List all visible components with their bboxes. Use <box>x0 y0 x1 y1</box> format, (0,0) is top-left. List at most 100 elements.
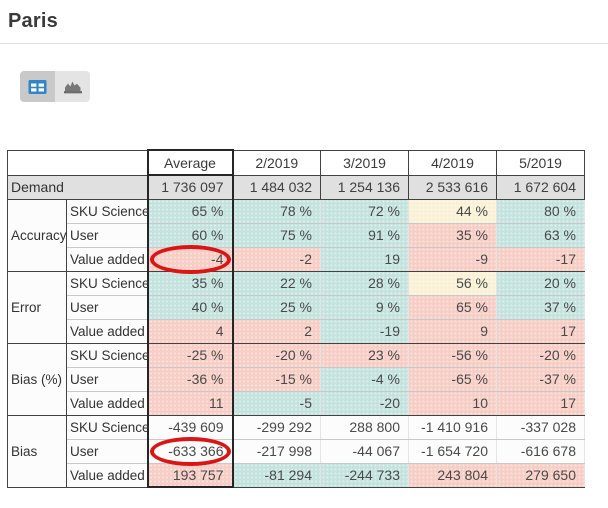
value-cell: 10 <box>408 391 497 416</box>
cell-value: -633 366 <box>168 443 224 459</box>
value-cell: 28 % <box>320 271 409 296</box>
table-grid-icon <box>28 79 47 95</box>
value-cell: -4 <box>146 244 234 274</box>
value-cell: 17 <box>496 319 585 344</box>
value-cell: 279 650 <box>496 463 585 488</box>
cell-value: -65 % <box>451 371 488 387</box>
value-cell: 4 <box>146 319 234 344</box>
table-row: User -633 366 -217 998 -44 067 -1 654 720 -61… <box>8 436 585 466</box>
demand-value: 2 533 616 <box>408 174 497 200</box>
table-row: Bias SKU Science -439 609 -299 292 288 800 -1… <box>7 414 585 488</box>
value-cell: 288 800 <box>320 415 409 440</box>
table-row: User 60 % 75 % 91 % 35 % 63 % <box>8 223 585 248</box>
cell-value: 25 % <box>280 299 312 315</box>
value-cell: -37 % <box>496 367 585 392</box>
cell-value: 19 <box>384 251 400 267</box>
cell-value: -439 609 <box>168 419 224 435</box>
cell-value: -17 <box>555 251 576 267</box>
cell-value: 75 % <box>280 227 312 243</box>
row-label: User <box>66 439 148 464</box>
cell-value: -20 <box>379 395 400 411</box>
value-cell: 65 % <box>408 295 497 320</box>
cell-value: 4 <box>215 323 224 339</box>
value-cell: -44 067 <box>320 439 409 464</box>
cell-value: -299 292 <box>256 419 312 435</box>
cell-value: -37 % <box>539 371 576 387</box>
cell-value: 80 % <box>544 203 576 219</box>
value-cell: -633 366 <box>146 436 234 466</box>
cell-value: 22 % <box>280 275 312 291</box>
view-toggle-group <box>20 71 90 102</box>
cell-value: 37 % <box>544 299 576 315</box>
table-row: Accuracy SKU Science 65 % 78 % 72 % 44 % 80 % <box>7 198 585 272</box>
cell-value: -1 654 720 <box>421 443 488 459</box>
cell-value: -36 % <box>186 371 224 387</box>
cell-value: 65 % <box>191 203 224 219</box>
value-cell: 60 % <box>146 223 234 248</box>
cell-value: -5 <box>299 395 312 411</box>
cell-value: -44 067 <box>352 443 400 459</box>
cell-value: 56 % <box>456 275 488 291</box>
column-header-4-2019: 4/2019 <box>408 149 497 176</box>
header-divider <box>0 43 608 44</box>
value-cell: 2 <box>232 319 321 344</box>
value-cell: -20 % <box>496 343 585 368</box>
value-cell: -81 294 <box>232 463 321 488</box>
row-label: SKU Science <box>66 415 150 440</box>
value-cell: -15 % <box>232 367 321 392</box>
cell-value: 72 % <box>368 203 400 219</box>
header-row: Average 2/2019 3/2019 4/2019 5/2019 <box>7 149 585 176</box>
metrics-table-wrapper: Average 2/2019 3/2019 4/2019 5/2019 Demand 1 … <box>7 149 585 488</box>
cell-value: 279 650 <box>525 467 576 483</box>
group-label-error: Error <box>7 270 67 344</box>
cell-value: -217 998 <box>256 443 312 459</box>
cell-value: -2 <box>299 251 312 267</box>
value-cell: -217 998 <box>232 439 321 464</box>
row-label: User <box>66 295 148 320</box>
value-cell: 22 % <box>232 271 321 296</box>
value-cell: 35 % <box>146 271 234 296</box>
chart-view-button[interactable] <box>55 71 90 102</box>
value-cell: -299 292 <box>232 415 321 440</box>
cell-value: -81 294 <box>264 467 312 483</box>
row-label: SKU Science <box>66 343 150 368</box>
column-header-average: Average <box>146 149 234 176</box>
column-header-5-2019: 5/2019 <box>496 149 585 176</box>
table-view-button[interactable] <box>20 71 55 102</box>
cell-value: -20 % <box>539 347 576 363</box>
cell-value: 11 <box>208 395 224 411</box>
value-cell: 35 % <box>408 223 497 248</box>
value-cell: 17 <box>496 391 585 416</box>
cell-value: 35 % <box>191 275 224 291</box>
cell-value: 35 % <box>456 227 488 243</box>
row-label: SKU Science <box>66 199 150 224</box>
cell-value: 20 % <box>544 275 576 291</box>
value-cell: 78 % <box>232 199 321 224</box>
table-row: User -36 % -15 % -4 % -65 % -37 % <box>8 367 585 392</box>
cell-value: -4 <box>211 251 224 267</box>
demand-value: 1 254 136 <box>320 174 409 200</box>
row-label: User <box>66 367 148 392</box>
value-cell: 23 % <box>320 343 409 368</box>
group-label-bias: Bias <box>7 414 67 488</box>
cell-value: -337 028 <box>520 419 576 435</box>
cell-value: -15 % <box>275 371 312 387</box>
cell-value: 243 804 <box>437 467 488 483</box>
value-cell: 9 % <box>320 295 409 320</box>
value-cell: 25 % <box>232 295 321 320</box>
value-cell: -5 <box>232 391 321 416</box>
value-cell: -36 % <box>146 367 234 392</box>
value-cell: -19 <box>320 319 409 344</box>
cell-value: 65 % <box>456 299 488 315</box>
cell-value: -616 678 <box>520 443 576 459</box>
cell-value: 17 <box>560 323 576 339</box>
value-cell: 19 <box>320 247 409 272</box>
row-label: SKU Science <box>66 271 150 296</box>
cell-value: -4 % <box>371 371 400 387</box>
value-cell: -4 % <box>320 367 409 392</box>
value-cell: 243 804 <box>408 463 497 488</box>
value-cell: -17 <box>496 247 585 272</box>
row-label: User <box>66 223 148 248</box>
cell-value: -56 % <box>451 347 488 363</box>
row-label: Value added <box>66 391 148 416</box>
